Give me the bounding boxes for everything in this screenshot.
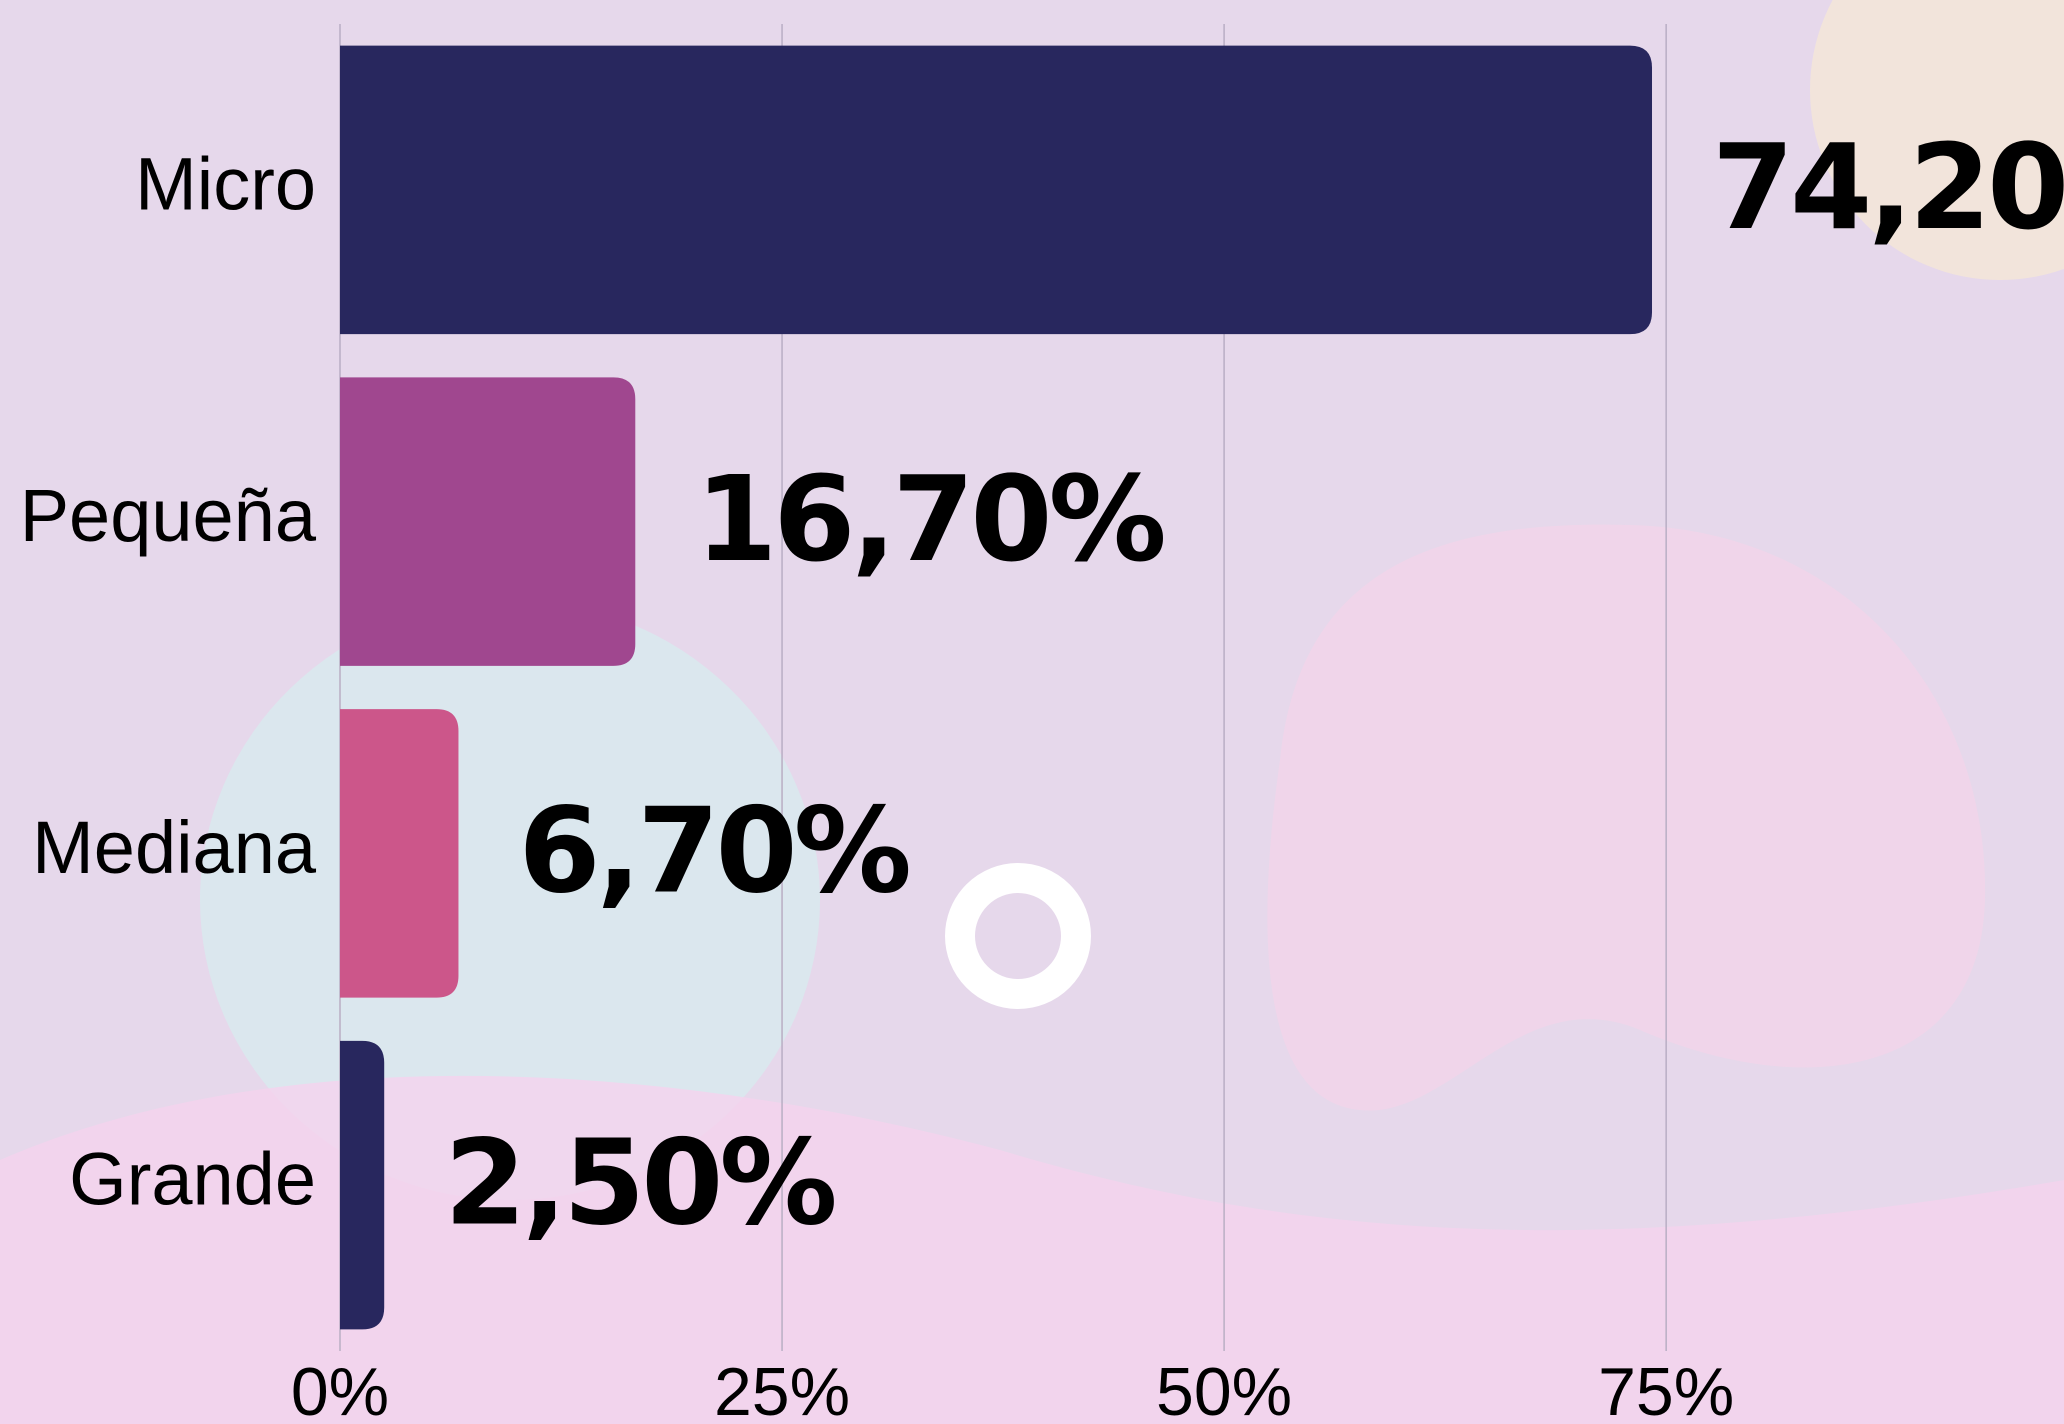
category-label: Micro: [135, 142, 316, 225]
category-label: Pequeña: [20, 474, 317, 557]
chart: 0% 25% 50% 75% Micro 74,20% Pequeña 16,70% Media…: [0, 0, 2064, 1424]
x-tick-label: 25%: [714, 1354, 850, 1424]
bar: [340, 1041, 384, 1330]
bar: [340, 377, 635, 666]
category-label: Mediana: [32, 806, 317, 889]
category-label: Grande: [69, 1138, 316, 1221]
x-tick-label: 0%: [291, 1354, 389, 1424]
value-label: 74,20%: [1712, 118, 2064, 256]
value-label: 6,70%: [518, 782, 908, 920]
bar: [340, 709, 458, 998]
bar: [340, 46, 1652, 335]
x-tick-label: 50%: [1156, 1354, 1292, 1424]
value-label: 2,50%: [444, 1113, 834, 1251]
value-label: 16,70%: [695, 450, 1163, 588]
x-tick-label: 75%: [1598, 1354, 1734, 1424]
page: {"chart_data": {"type": "bar", "orientat…: [0, 0, 2064, 1424]
